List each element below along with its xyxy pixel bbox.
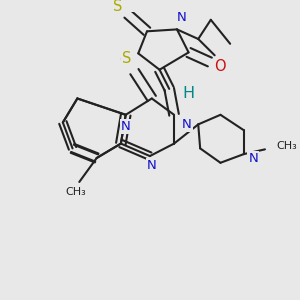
- Text: S: S: [113, 0, 123, 14]
- Text: H: H: [182, 86, 195, 101]
- Text: O: O: [119, 52, 130, 68]
- Text: O: O: [214, 59, 225, 74]
- Text: S: S: [122, 51, 131, 66]
- Text: N: N: [121, 120, 130, 133]
- Text: N: N: [177, 11, 187, 24]
- Text: CH₃: CH₃: [277, 140, 297, 151]
- Text: N: N: [182, 118, 191, 131]
- Text: CH₃: CH₃: [65, 187, 86, 196]
- Text: N: N: [248, 152, 258, 165]
- Text: N: N: [147, 159, 157, 172]
